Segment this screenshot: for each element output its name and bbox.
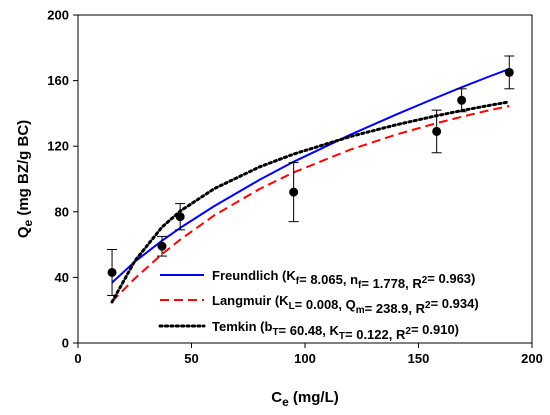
- legend-text-part: = 60.48, K: [279, 323, 340, 338]
- x-tick-label: 50: [184, 351, 198, 366]
- y-tick-label: 0: [62, 336, 69, 351]
- plot-frame: [77, 14, 533, 344]
- data-point: [504, 67, 514, 77]
- axis-title-main: C: [271, 389, 282, 406]
- plot-area-border: [77, 14, 533, 344]
- legend-text-part: = 0.963): [427, 271, 475, 286]
- legend-label-temkin: Temkin (bT= 60.48, KT= 0.122, R2= 0.910): [212, 319, 459, 342]
- axis-title-main: Q: [15, 226, 32, 238]
- legend-label-langmuir: Langmuir (KL= 0.008, Qm= 238.9, R2= 0.93…: [212, 293, 479, 316]
- legend-text-part: T: [339, 331, 345, 342]
- legend-text-part: 2: [422, 275, 428, 286]
- data-point: [457, 95, 467, 105]
- data-point: [289, 187, 299, 197]
- legend-text-part: f: [358, 280, 362, 291]
- legend-text-part: = 1.778, R: [361, 276, 422, 291]
- legend-text-part: = 8.065, n: [299, 272, 358, 287]
- y-axis-title: Qe (mg BZ/g BC): [15, 120, 35, 238]
- data-points: [107, 55, 515, 296]
- legend: Freundlich (Kf= 8.065, nf= 1.778, R2= 0.…: [158, 268, 479, 342]
- y-tick-label: 120: [47, 139, 69, 154]
- legend-text-part: 2: [405, 326, 411, 337]
- x-tick-label: 200: [521, 351, 543, 366]
- y-tick-label: 80: [55, 204, 69, 219]
- x-tick-label: 0: [74, 351, 81, 366]
- legend-text-part: m: [356, 305, 365, 316]
- legend-text-part: = 0.934): [431, 296, 479, 311]
- x-axis-title: Ce (mg/L): [271, 389, 339, 409]
- legend-text-part: = 0.910): [411, 322, 459, 337]
- data-point: [157, 241, 167, 251]
- legend-text-part: Temkin (b: [212, 319, 272, 334]
- legend-text-part: L: [289, 301, 295, 312]
- legend-text-part: Langmuir (K: [212, 293, 289, 308]
- data-point: [175, 212, 185, 222]
- legend-text-part: = 0.008, Q: [295, 297, 356, 312]
- legend-text-part: T: [272, 327, 278, 338]
- axis-title-units: (mg/L): [289, 389, 339, 406]
- legend-text-part: = 238.9, R: [365, 301, 426, 316]
- data-point: [107, 267, 117, 277]
- legend-label-freundlich: Freundlich (Kf= 8.065, nf= 1.778, R2= 0.…: [212, 268, 475, 291]
- y-tick-label: 40: [55, 270, 69, 285]
- axis-title-subscript: e: [21, 220, 35, 227]
- legend-text-part: 2: [425, 300, 431, 311]
- y-tick-label: 200: [47, 8, 69, 23]
- y-tick-label: 160: [47, 73, 69, 88]
- x-tick-label: 150: [408, 351, 430, 366]
- data-point: [432, 126, 442, 136]
- axis-title-subscript: e: [282, 395, 289, 409]
- freundlich-fit-line: [111, 68, 510, 284]
- fit-curves: [110, 68, 511, 304]
- axis-title-units: (mg BZ/g BC): [15, 120, 32, 220]
- axis-ticks: 0 50 100 150 200 0 40 80 120 160 200: [47, 8, 543, 367]
- x-tick-label: 100: [294, 351, 316, 366]
- legend-text-part: f: [296, 276, 300, 287]
- legend-text-part: = 0.122, R: [345, 327, 406, 342]
- legend-text-part: Freundlich (K: [212, 268, 296, 283]
